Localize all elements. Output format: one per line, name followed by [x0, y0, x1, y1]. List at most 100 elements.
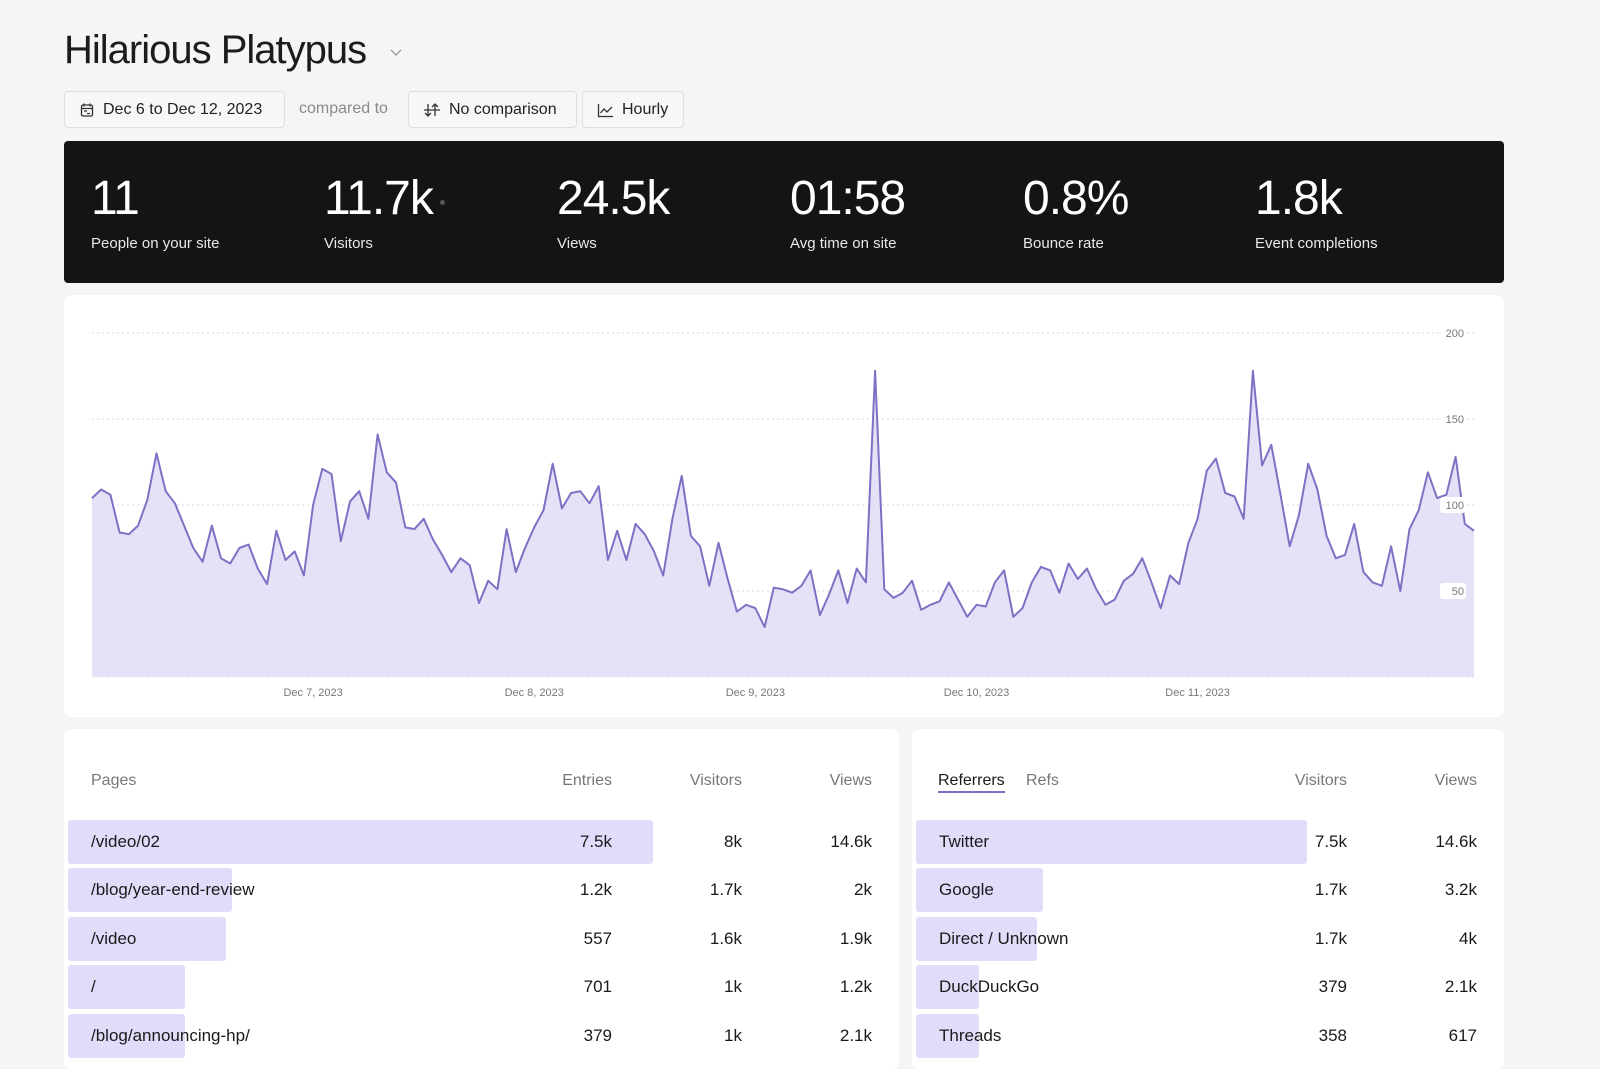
- row-visitors: 379: [1247, 977, 1347, 997]
- table-row[interactable]: /blog/announcing-hp/379 1k 2.1k: [68, 1014, 899, 1058]
- row-visitors: 358: [1247, 1026, 1347, 1046]
- stat-label: Event completions: [1255, 235, 1378, 252]
- row-name[interactable]: /video/02: [91, 832, 160, 852]
- row-visitors: 7.5k: [1247, 832, 1347, 852]
- stat-visitors[interactable]: 11.7k Visitors: [324, 171, 433, 252]
- arrows-swap-icon: [423, 102, 441, 118]
- row-entries: 379: [512, 1026, 612, 1046]
- table-row[interactable]: Threads 358 617: [916, 1014, 1504, 1058]
- row-name[interactable]: DuckDuckGo: [939, 977, 1039, 997]
- row-bar: [68, 965, 185, 1009]
- row-name[interactable]: /blog/year-end-review: [91, 880, 254, 900]
- stat-label: Views: [557, 235, 669, 252]
- entries-header[interactable]: Entries: [512, 772, 612, 790]
- line-chart-icon: [597, 102, 614, 118]
- visitors-header[interactable]: Visitors: [642, 772, 742, 790]
- table-row[interactable]: Twitter 7.5k 14.6k: [916, 820, 1504, 864]
- date-range-label: Dec 6 to Dec 12, 2023: [103, 101, 262, 119]
- row-name[interactable]: Threads: [939, 1026, 1001, 1046]
- y-tick-label: 150: [1446, 414, 1464, 426]
- row-entries: 7.5k: [512, 832, 612, 852]
- stat-avg-time[interactable]: 01:58 Avg time on site: [790, 171, 905, 252]
- stat-value: 1.8k: [1255, 171, 1378, 227]
- comparison-label: No comparison: [449, 101, 557, 119]
- visitors-header[interactable]: Visitors: [1247, 772, 1347, 790]
- tab-refs[interactable]: Refs: [1026, 772, 1059, 790]
- calendar-icon: [79, 102, 95, 118]
- row-visitors: 1.7k: [1247, 929, 1347, 949]
- row-views: 2.1k: [772, 1026, 872, 1046]
- stats-panel: 11 People on your site 11.7k Visitors 24.5…: [64, 141, 1504, 283]
- traffic-chart-card: 50 100 150 200 Dec 7, 2023 Dec 8, 2023 Dec 9, …: [64, 295, 1504, 717]
- views-header[interactable]: Views: [772, 772, 872, 790]
- views-header[interactable]: Views: [1377, 772, 1477, 790]
- row-entries: 701: [512, 977, 612, 997]
- site-title: Hilarious Platypus: [64, 28, 366, 73]
- table-row[interactable]: /video/02 7.5k 8k 14.6k: [68, 820, 899, 864]
- row-visitors: 1.6k: [642, 929, 742, 949]
- stat-bounce-rate[interactable]: 0.8% Bounce rate: [1023, 171, 1128, 252]
- row-entries: 1.2k: [512, 880, 612, 900]
- y-tick-label: 200: [1446, 328, 1464, 340]
- table-row[interactable]: DuckDuckGo 379 2.1k: [916, 965, 1504, 1009]
- row-visitors: 1k: [642, 1026, 742, 1046]
- x-tick-label: Dec 8, 2023: [505, 687, 564, 699]
- row-visitors: 8k: [642, 832, 742, 852]
- stat-value: 24.5k: [557, 171, 669, 227]
- row-visitors: 1k: [642, 977, 742, 997]
- y-tick-label: 100: [1446, 500, 1464, 512]
- x-tick-label: Dec 9, 2023: [726, 687, 785, 699]
- table-row[interactable]: / 701 1k 1.2k: [68, 965, 899, 1009]
- compared-to-label: compared to: [299, 100, 388, 118]
- stat-label: People on your site: [91, 235, 219, 252]
- row-name[interactable]: Twitter: [939, 832, 989, 852]
- table-row[interactable]: /video 557 1.6k 1.9k: [68, 917, 899, 961]
- row-visitors: 1.7k: [1247, 880, 1347, 900]
- stat-value: 11.7k: [324, 171, 433, 227]
- tab-referrers[interactable]: Referrers: [938, 772, 1005, 793]
- interval-label: Hourly: [622, 101, 668, 119]
- stat-label: Visitors: [324, 235, 433, 252]
- pages-header: Pages: [91, 772, 136, 790]
- referrers-card: Referrers Refs Visitors Views Twitter 7.5…: [912, 729, 1504, 1069]
- stat-views[interactable]: 24.5k Views: [557, 171, 669, 252]
- row-name[interactable]: Direct / Unknown: [939, 929, 1068, 949]
- row-name[interactable]: /video: [91, 929, 136, 949]
- stat-label: Avg time on site: [790, 235, 905, 252]
- pages-card: Pages Entries Visitors Views /video/02 7.…: [64, 729, 899, 1069]
- row-views: 4k: [1377, 929, 1477, 949]
- y-tick-label: 50: [1452, 586, 1464, 598]
- row-name[interactable]: /blog/announcing-hp/: [91, 1026, 250, 1046]
- row-entries: 557: [512, 929, 612, 949]
- row-views: 617: [1377, 1026, 1477, 1046]
- row-views: 2k: [772, 880, 872, 900]
- table-row[interactable]: /blog/year-end-review 1.2k 1.7k 2k: [68, 868, 899, 912]
- stat-value: 0.8%: [1023, 171, 1128, 227]
- row-views: 1.9k: [772, 929, 872, 949]
- row-views: 2.1k: [1377, 977, 1477, 997]
- row-views: 14.6k: [772, 832, 872, 852]
- date-range-button[interactable]: Dec 6 to Dec 12, 2023: [64, 91, 285, 128]
- selected-indicator-dot: [440, 200, 445, 205]
- row-views: 3.2k: [1377, 880, 1477, 900]
- row-visitors: 1.7k: [642, 880, 742, 900]
- x-tick-label: Dec 10, 2023: [944, 687, 1009, 699]
- row-name[interactable]: Google: [939, 880, 994, 900]
- x-tick-label: Dec 11, 2023: [1165, 687, 1230, 699]
- stat-label: Bounce rate: [1023, 235, 1128, 252]
- stat-value: 11: [91, 171, 219, 227]
- table-row[interactable]: Google 1.7k 3.2k: [916, 868, 1504, 912]
- stat-value: 01:58: [790, 171, 905, 227]
- interval-button[interactable]: Hourly: [582, 91, 684, 128]
- stat-event-completions[interactable]: 1.8k Event completions: [1255, 171, 1378, 252]
- comparison-button[interactable]: No comparison: [408, 91, 577, 128]
- table-row[interactable]: Direct / Unknown 1.7k 4k: [916, 917, 1504, 961]
- x-tick-label: Dec 7, 2023: [283, 687, 342, 699]
- row-views: 14.6k: [1377, 832, 1477, 852]
- traffic-chart[interactable]: 50 100 150 200 Dec 7, 2023 Dec 8, 2023 Dec 9, …: [64, 295, 1504, 717]
- chevron-down-icon[interactable]: [388, 44, 404, 60]
- area-fill: [92, 371, 1474, 677]
- stat-live[interactable]: 11 People on your site: [91, 171, 219, 252]
- row-views: 1.2k: [772, 977, 872, 997]
- row-name[interactable]: /: [91, 977, 96, 997]
